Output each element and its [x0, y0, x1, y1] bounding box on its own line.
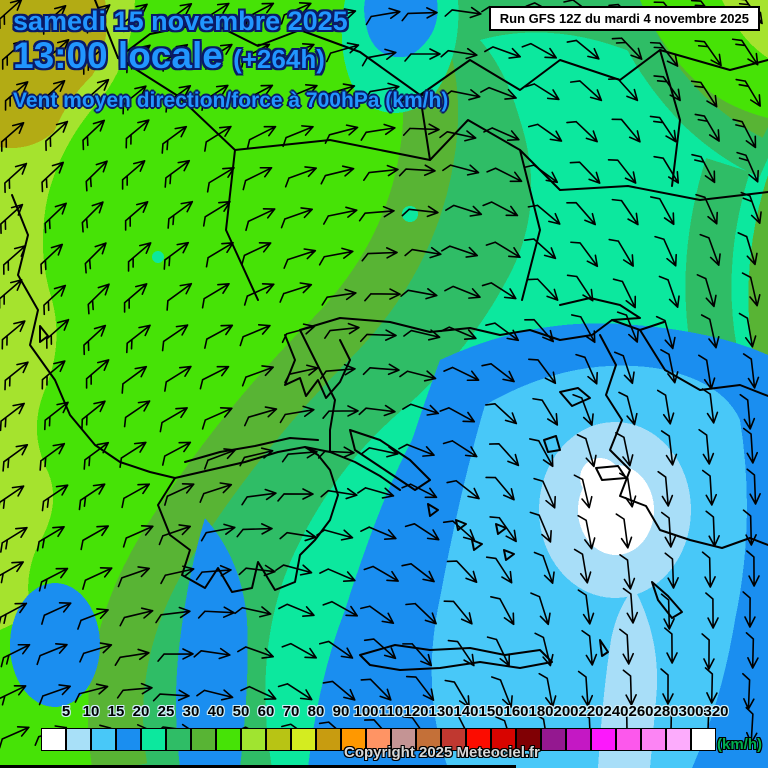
- legend-tick-label: 100: [353, 703, 379, 720]
- legend-swatch: [366, 728, 391, 751]
- legend-swatch: [341, 728, 366, 751]
- legend-tick-label: 240: [603, 703, 629, 720]
- legend-swatch: [416, 728, 441, 751]
- legend-tick-label: 140: [453, 703, 479, 720]
- model-run-info: Run GFS 12Z du mardi 4 novembre 2025: [488, 6, 760, 31]
- legend-tick-label: 50: [232, 703, 250, 720]
- legend-tick-label: 200: [553, 703, 579, 720]
- legend-tick-label: 30: [182, 703, 200, 720]
- legend-swatch: [116, 728, 141, 751]
- legend-swatch: [291, 728, 316, 751]
- legend-tick-label: 300: [678, 703, 704, 720]
- legend-tick-label: 15: [107, 703, 125, 720]
- legend-tick-label: 110: [378, 703, 404, 720]
- legend-swatch: [491, 728, 516, 751]
- copyright-label: Copyright 2025 Meteociel.fr: [344, 744, 540, 761]
- legend-swatch: [691, 728, 716, 751]
- legend-tick-label: 320: [703, 703, 729, 720]
- legend-tick-label: 25: [157, 703, 175, 720]
- legend-tick-label: 120: [403, 703, 429, 720]
- legend-tick-label: 150: [478, 703, 504, 720]
- legend-swatch: [241, 728, 266, 751]
- date-label: samedi 15 novembre 2025: [13, 6, 348, 36]
- legend-swatch: [516, 728, 541, 751]
- parameter-label: Vent moyen direction/force à 700hPa (km/…: [13, 89, 449, 113]
- bottom-border-bar: [0, 765, 516, 768]
- legend-tick-label: 180: [528, 703, 554, 720]
- legend-tick-label: 40: [207, 703, 225, 720]
- legend-swatch: [666, 728, 691, 751]
- legend-swatch: [266, 728, 291, 751]
- legend-swatch: [141, 728, 166, 751]
- legend-swatch: [591, 728, 616, 751]
- legend-tick-label: 90: [332, 703, 350, 720]
- legend-tick-label: 260: [628, 703, 654, 720]
- legend-swatch: [41, 728, 66, 751]
- forecast-offset-label: (+264h): [233, 43, 325, 74]
- legend-swatch: [566, 728, 591, 751]
- legend-swatch: [466, 728, 491, 751]
- legend-unit-label: (km/h): [717, 736, 762, 753]
- legend-tick-label: 80: [307, 703, 325, 720]
- legend-tick-label: 10: [82, 703, 100, 720]
- legend-tick-label: 220: [578, 703, 604, 720]
- legend-tick-label: 280: [653, 703, 679, 720]
- time-label: 13:00 locale (+264h): [13, 34, 325, 76]
- legend-swatch: [191, 728, 216, 751]
- legend-tick-label: 70: [282, 703, 300, 720]
- legend-swatch: [441, 728, 466, 751]
- legend-swatch: [391, 728, 416, 751]
- legend-swatch: [616, 728, 641, 751]
- legend-tick-label: 130: [428, 703, 454, 720]
- wind-barbs: [0, 0, 763, 750]
- map-title-block: samedi 15 novembre 2025 13:00 locale (+2…: [13, 6, 449, 113]
- legend-swatch: [66, 728, 91, 751]
- legend-swatch: [316, 728, 341, 751]
- legend-swatch: [166, 728, 191, 751]
- legend-tick-label: 160: [503, 703, 529, 720]
- legend-swatch: [91, 728, 116, 751]
- legend-tick-label: 20: [132, 703, 150, 720]
- legend-tick-label: 5: [61, 703, 71, 720]
- legend-swatch: [641, 728, 666, 751]
- legend-swatch: [541, 728, 566, 751]
- legend-swatch: [216, 728, 241, 751]
- legend-tick-label: 60: [257, 703, 275, 720]
